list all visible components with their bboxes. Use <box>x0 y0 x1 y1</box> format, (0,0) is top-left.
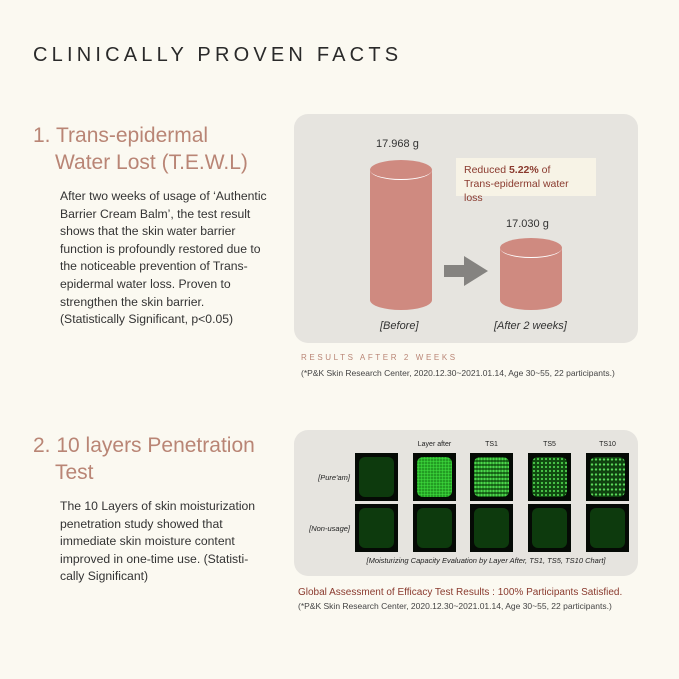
fluorescence-image <box>413 504 456 552</box>
source-note: (*P&K Skin Research Center, 2020.12.30~2… <box>298 601 612 611</box>
fluorescence-image <box>528 453 571 501</box>
callout-percentage: 5.22% <box>508 164 539 176</box>
page-title: CLINICALLY PROVEN FACTS <box>33 44 403 66</box>
column-header: TS10 <box>599 441 616 448</box>
body-line: (Statistically Significant, p<0.05) <box>60 312 234 327</box>
body-line: After two weeks of usage of ‘Authentic <box>60 189 267 203</box>
section2-body: The 10 Layers of skin moisturization pene… <box>60 498 285 586</box>
fluorescence-image <box>586 504 629 552</box>
before-value: 17.968 g <box>376 138 419 150</box>
body-line: epidermal water loss. Proven to <box>60 276 231 291</box>
source-note: (*P&K Skin Research Center, 2020.12.30~2… <box>301 368 615 378</box>
body-line: function is profoundly restored due to <box>60 241 261 256</box>
fluorescence-image <box>470 504 513 552</box>
arrow-right-icon <box>444 256 488 286</box>
callout-box: Reduced 5.22% of Trans-epidermal water l… <box>456 158 596 204</box>
section1-heading: 1. Trans-epidermal Water Lost (T.E.W.L) <box>33 122 248 176</box>
body-line: immediate skin moisture content <box>60 534 235 549</box>
heading-line: Test <box>55 461 94 484</box>
after-label: [After 2 weeks] <box>494 320 567 332</box>
assessment-text: Global Assessment of Efficacy Test Resul… <box>298 587 623 598</box>
body-line: penetration study showed that <box>60 516 223 531</box>
before-cylinder <box>370 160 432 310</box>
heading-line: Water Lost (T.E.W.L) <box>55 151 248 174</box>
fluorescence-image <box>355 504 398 552</box>
fluorescence-image <box>355 453 398 501</box>
fluorescence-image <box>413 453 456 501</box>
fluorescence-image <box>528 504 571 552</box>
body-line: The 10 Layers of skin moisturization <box>60 499 256 513</box>
heading-line: 1. Trans-epidermal <box>33 124 209 147</box>
body-line: the noticeable prevention of Trans- <box>60 259 248 274</box>
row-header: [Non-usage] <box>309 524 350 533</box>
section2-heading: 2. 10 layers Penetration Test <box>33 432 255 486</box>
fluorescence-image <box>586 453 629 501</box>
column-header: TS5 <box>543 441 556 448</box>
body-line: strengthen the skin barrier. <box>60 294 205 309</box>
results-label: RESULTS AFTER 2 WEEKS <box>301 353 458 362</box>
body-line: cally Significant) <box>60 569 149 584</box>
heading-line: 2. 10 layers Penetration <box>33 434 255 457</box>
callout-text: of <box>538 164 551 176</box>
section1-body: After two weeks of usage of ‘Authentic Ba… <box>60 188 285 329</box>
callout-text: Trans-epidermal water loss <box>464 178 569 204</box>
after-cylinder <box>500 238 562 310</box>
column-header: TS1 <box>485 441 498 448</box>
after-value: 17.030 g <box>506 218 549 230</box>
body-line: improved in one-time use. (Statisti- <box>60 551 249 566</box>
fluorescence-image <box>470 453 513 501</box>
tewl-chart-panel: 17.968 g Reduced 5.22% of Trans-epiderma… <box>294 114 638 343</box>
callout-text: Reduced <box>464 164 509 176</box>
penetration-panel: [Moisturizing Capacity Evaluation by Lay… <box>294 430 638 576</box>
row-header: [Pure'am] <box>318 473 350 482</box>
before-label: [Before] <box>380 320 419 332</box>
body-line: shows that the skin water barrier <box>60 224 236 239</box>
column-header: Layer after <box>417 441 452 448</box>
body-line: Barrier Cream Balm’, the test result <box>60 206 251 221</box>
penetration-caption: [Moisturizing Capacity Evaluation by Lay… <box>366 556 606 565</box>
